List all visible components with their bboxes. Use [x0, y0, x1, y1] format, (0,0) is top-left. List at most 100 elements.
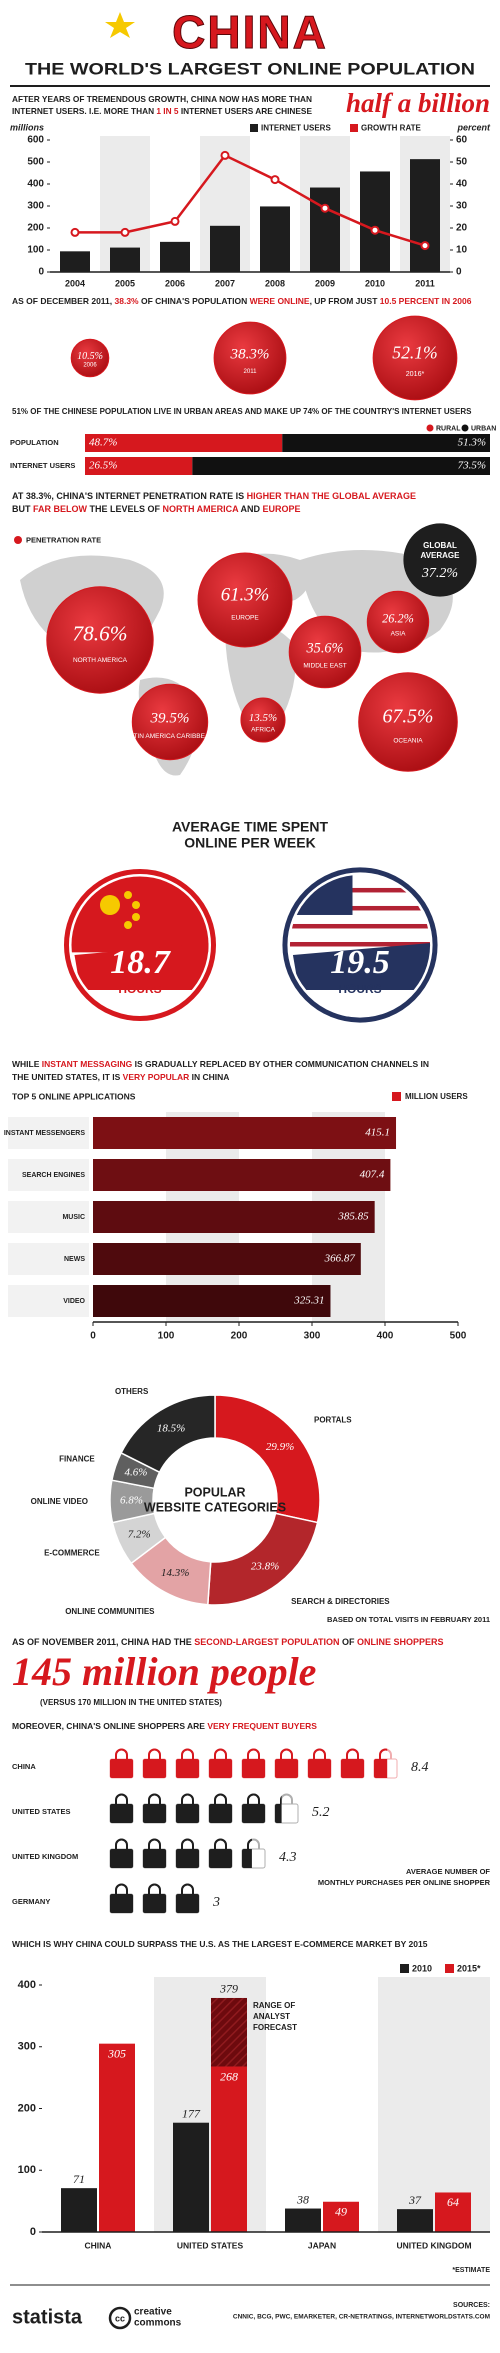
bar: [397, 2209, 433, 2232]
sentence-part: IS GRADUALLY REPLACED BY OTHER COMMUNICA…: [132, 1059, 429, 1069]
value-label: 61.3%: [221, 585, 270, 606]
y2-tick-label: 20: [456, 223, 468, 234]
sentence: WHILE INSTANT MESSAGING IS GRADUALLY REP…: [12, 1059, 429, 1069]
y2-tick-label: 10: [456, 245, 468, 256]
bag-body: [143, 1849, 166, 1868]
bag-handle: [346, 1748, 359, 1759]
bag-handle: [214, 1793, 227, 1804]
sentence-part: HIGHER THAN THE GLOBAL AVERAGE: [247, 491, 416, 501]
value-label: 78.6%: [73, 622, 128, 646]
highlight: half a billion: [346, 88, 490, 118]
section-title: AVERAGE TIME SPENT: [172, 819, 329, 835]
point: [370, 225, 380, 235]
category-label: SEARCH & DIRECTORIES: [291, 1597, 390, 1606]
bag-handle: [148, 1838, 161, 1849]
note: AVERAGE NUMBER OF: [406, 1867, 490, 1876]
y-axis-label: millions: [10, 122, 44, 132]
pictogram: [110, 1793, 282, 1823]
bag-handle: [181, 1748, 194, 1759]
value-label: 13.5%: [249, 712, 277, 724]
flag-stripe: [289, 878, 431, 884]
reference-label: GLOBAL: [423, 541, 457, 550]
legend-label: GROWTH RATE: [361, 124, 422, 133]
sentence-part: VERY FREQUENT BUYERS: [207, 1721, 317, 1731]
highlight: 145 million people: [12, 1649, 316, 1694]
point: [120, 227, 130, 237]
bag-body: [209, 1849, 232, 1868]
sentence-part: WHILE: [12, 1059, 42, 1069]
label-box: [8, 1243, 89, 1275]
reference-label: AVERAGE: [421, 551, 461, 560]
sentence-part: THE UNITED STATES, IT IS: [12, 1072, 123, 1082]
bag-body: [209, 1759, 232, 1778]
reference-value: 37.2%: [421, 566, 458, 581]
y-tick-label: 0: [38, 267, 44, 278]
bar: [260, 206, 290, 272]
bar-segment: [85, 434, 283, 452]
bar: [110, 247, 140, 272]
bag-handle: [181, 1793, 194, 1804]
sentence-part: BUT: [12, 504, 33, 514]
value-label: 4.3: [279, 1850, 297, 1865]
donut-slice: [214, 1394, 321, 1524]
stripe: [378, 1977, 490, 2232]
category-label: ASIA: [391, 630, 406, 637]
legend-swatch: [461, 424, 469, 432]
bag-body: [242, 1849, 252, 1868]
bag-handle: [280, 1748, 293, 1759]
value-label: 71: [73, 2172, 85, 2186]
bar: [93, 1243, 361, 1275]
flag-star: [100, 895, 120, 915]
y2-tick-label: 40: [456, 179, 468, 190]
bag-body: [143, 1759, 166, 1778]
bubble: [197, 552, 293, 648]
category-label: NORTH AMERICA: [73, 657, 128, 664]
bar: [99, 2043, 135, 2232]
sentence-part: OF CHINA'S POPULATION: [139, 296, 250, 306]
x-tick-label: 2005: [115, 278, 135, 288]
sentence-part: 1 IN 5: [156, 106, 178, 116]
sentence-part: INTERNET USERS. I.E. MORE THAN: [12, 106, 156, 116]
category-label: MUSIC: [62, 1214, 85, 1221]
bag-body: [176, 1894, 199, 1913]
value-label: 48.7%: [89, 437, 117, 449]
bag-handle: [115, 1883, 128, 1894]
x-tick-label: 0: [90, 1331, 96, 1342]
bag-handle: [148, 1793, 161, 1804]
flag-stripe: [289, 896, 431, 902]
bar: [173, 2122, 209, 2232]
value-label: 366.87: [324, 1253, 356, 1265]
x-tick-label: 200: [231, 1331, 248, 1342]
y-tick-label: 500: [27, 157, 44, 168]
legend-swatch: [400, 1964, 409, 1973]
y-tick-label: 200: [18, 2102, 36, 2114]
donut-title: POPULAR: [184, 1485, 245, 1499]
category-label: OTHERS: [115, 1387, 149, 1396]
sentence: INTERNET USERS. I.E. MORE THAN 1 IN 5 IN…: [12, 106, 312, 116]
sentence-part: NORTH AMERICA: [163, 504, 240, 514]
value-label: 3: [212, 1895, 220, 1910]
bag-body: [275, 1804, 282, 1823]
value-label: 7.2%: [128, 1528, 151, 1540]
value-label: 8.4: [411, 1760, 429, 1775]
bag-body: [242, 1804, 265, 1823]
category-label: CHINA: [12, 1762, 36, 1771]
category-label: NEWS: [64, 1256, 85, 1263]
sources: CNNIC, BCG, PWC, EMARKETER, CR-NETRATING…: [233, 2314, 490, 2321]
legend-label: RURAL: [436, 425, 461, 432]
sentence: AT 38.3%, CHINA'S INTERNET PENETRATION R…: [12, 491, 416, 501]
sentence-part: INTERNET USERS ARE CHINESE: [179, 106, 313, 116]
point: [70, 227, 80, 237]
bubble: [240, 697, 286, 743]
bag-handle: [313, 1748, 326, 1759]
bubble: [288, 615, 362, 689]
bar: [410, 159, 440, 272]
point: [170, 216, 180, 226]
value-label: 4.6%: [124, 1467, 147, 1479]
value-label: 35.6%: [306, 640, 344, 656]
x-tick-label: 2007: [215, 278, 235, 288]
value-label: 67.5%: [383, 706, 434, 728]
value-label: 10.5%: [77, 351, 103, 362]
sentence: WHICH IS WHY CHINA COULD SURPASS THE U.S…: [12, 1939, 428, 1949]
sentence-part: AS OF NOVEMBER 2011, CHINA HAD THE: [12, 1637, 194, 1647]
